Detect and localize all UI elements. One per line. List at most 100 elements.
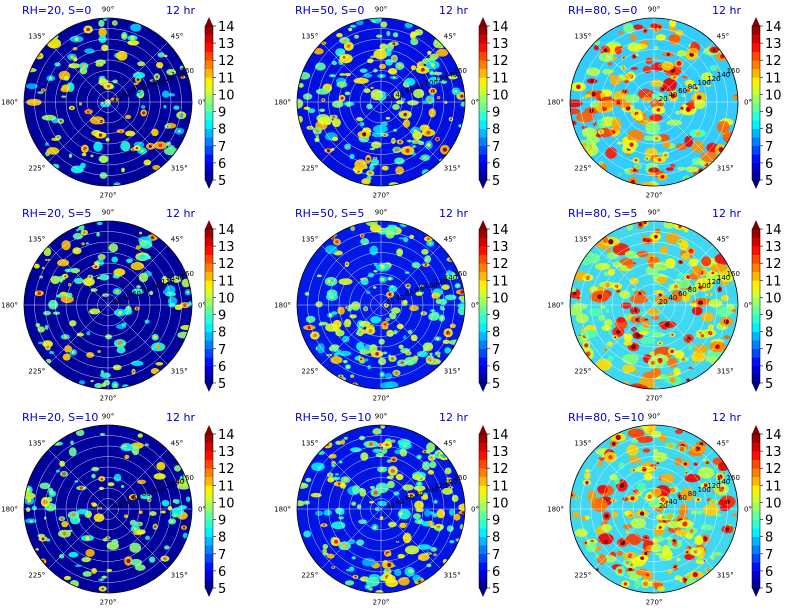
colorbar-extend-max <box>752 425 760 434</box>
contour-spot-core <box>37 291 42 296</box>
contour-spot-core <box>380 373 384 376</box>
panel-time-label: 12 hr <box>712 207 741 220</box>
radial-tick-label: 40 <box>395 498 404 506</box>
angle-tick-label: 45° <box>717 33 729 41</box>
colorbar-frame <box>204 228 214 384</box>
radial-tick-label: 160 <box>181 270 194 278</box>
contour-spot-core <box>446 469 450 473</box>
colorbar-bin <box>752 280 760 290</box>
contour-spot <box>686 166 699 173</box>
contour-spot-core <box>638 291 642 295</box>
colorbar-tick-label: 14 <box>218 428 235 443</box>
contour-spot <box>673 367 681 376</box>
colorbar-extend-min <box>205 383 213 392</box>
colorbar-bin <box>205 476 213 486</box>
contour-spot <box>676 166 687 171</box>
colorbar-bin <box>205 502 213 512</box>
contour-spot <box>720 294 730 302</box>
colorbar-tick-label: 6 <box>492 157 500 172</box>
angle-tick-label: 135° <box>301 440 318 448</box>
panel-title: RH=80, S=10 <box>568 411 644 424</box>
contour-spot <box>636 250 649 258</box>
angle-tick-label: 0° <box>744 99 752 107</box>
contour-spot <box>342 335 350 343</box>
contour-spot <box>63 575 72 581</box>
contour-spot <box>444 294 457 301</box>
contour-spot-core <box>339 82 344 87</box>
contour-spot <box>651 62 664 72</box>
contour-spot-core <box>681 358 686 362</box>
contour-spot <box>619 258 632 266</box>
contour-spot-core <box>708 293 711 296</box>
angle-tick-label: 270° <box>646 599 663 607</box>
colorbar-bin <box>479 519 487 529</box>
contour-spot <box>24 492 36 500</box>
angular-grid-line <box>653 508 714 569</box>
radial-tick-label: 20 <box>659 95 668 103</box>
contour-spot-core <box>635 333 641 338</box>
contour-spot <box>126 258 133 264</box>
contour-spot <box>435 298 442 305</box>
colorbar-tick-label: 13 <box>492 445 509 460</box>
colorbar-tick-label: 13 <box>218 240 235 255</box>
contour-spot-core <box>423 156 427 159</box>
contour-spot-core <box>645 157 648 160</box>
contour-spot-core <box>673 76 676 79</box>
contour-spot-core <box>427 143 431 147</box>
contour-spot-core <box>113 21 117 25</box>
colorbar-bin <box>479 271 487 281</box>
contour-spot <box>384 372 393 380</box>
colorbar-bin <box>205 120 213 129</box>
radial-tick-label: 100 <box>698 282 711 290</box>
contour-spot <box>437 354 441 358</box>
colorbar-bin <box>205 357 213 367</box>
contour-spot-core <box>155 75 159 79</box>
contour-spot <box>359 320 371 327</box>
contour-spot-core <box>651 360 656 365</box>
contour-spot <box>572 304 577 308</box>
contour-spot <box>107 482 115 487</box>
contour-spot <box>136 93 143 98</box>
panel-title: RH=20, S=10 <box>22 411 98 424</box>
angle-tick-label: 180° <box>547 99 564 107</box>
contour-spot <box>381 165 389 171</box>
colorbar-tick-label: 6 <box>492 360 500 375</box>
contour-spot <box>612 243 630 256</box>
radial-tick-label: 60 <box>678 87 687 95</box>
contour-spot-core <box>182 526 186 529</box>
contour-spot <box>90 154 94 158</box>
contour-spot <box>426 442 436 453</box>
contour-spot <box>403 335 407 340</box>
contour-spot <box>666 536 673 541</box>
contour-spot <box>417 544 431 550</box>
contour-spot-core <box>678 225 682 229</box>
angle-tick-label: 180° <box>1 302 18 310</box>
colorbar-bin <box>205 111 213 121</box>
contour-spot-core <box>299 84 303 87</box>
colorbar-bin <box>479 26 487 35</box>
contour-spot-core <box>434 553 436 556</box>
contour-spot <box>701 256 712 267</box>
angle-tick-label: 225° <box>28 571 45 579</box>
contour-spot <box>630 438 639 443</box>
contour-spot <box>710 263 728 273</box>
contour-spot <box>653 448 658 454</box>
radial-tick-label: 160 <box>454 67 467 75</box>
angle-tick-label: 225° <box>574 571 591 579</box>
contour-spot-core <box>166 125 169 128</box>
contour-spot-core <box>113 383 117 387</box>
contour-spot <box>45 358 52 364</box>
colorbar-bin <box>205 331 213 341</box>
contour-spot <box>393 329 398 335</box>
colorbar-tick-label: 9 <box>218 106 226 121</box>
colorbar-bin <box>479 511 487 520</box>
colorbar-tick-label: 12 <box>492 462 509 477</box>
colorbar-bin <box>205 263 213 273</box>
contour-spot-core <box>670 349 674 354</box>
angle-tick-label: 135° <box>301 33 318 41</box>
colorbar-tick-label: 10 <box>765 496 782 511</box>
contour-spot <box>651 488 662 497</box>
contour-spot-core <box>572 291 577 296</box>
radial-tick-label: 160 <box>727 67 740 75</box>
